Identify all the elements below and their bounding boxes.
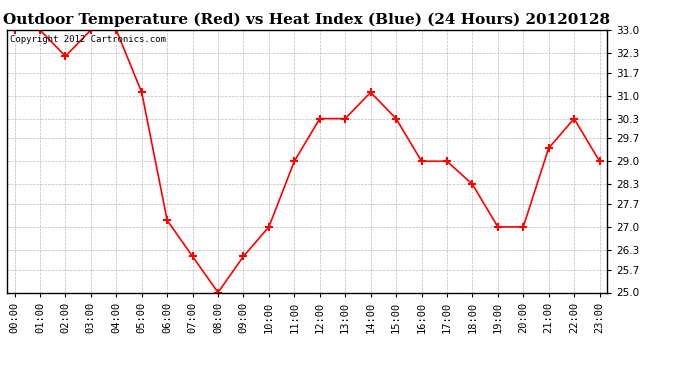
Text: Copyright 2012 Cartronics.com: Copyright 2012 Cartronics.com	[10, 35, 166, 44]
Title: Outdoor Temperature (Red) vs Heat Index (Blue) (24 Hours) 20120128: Outdoor Temperature (Red) vs Heat Index …	[3, 13, 611, 27]
